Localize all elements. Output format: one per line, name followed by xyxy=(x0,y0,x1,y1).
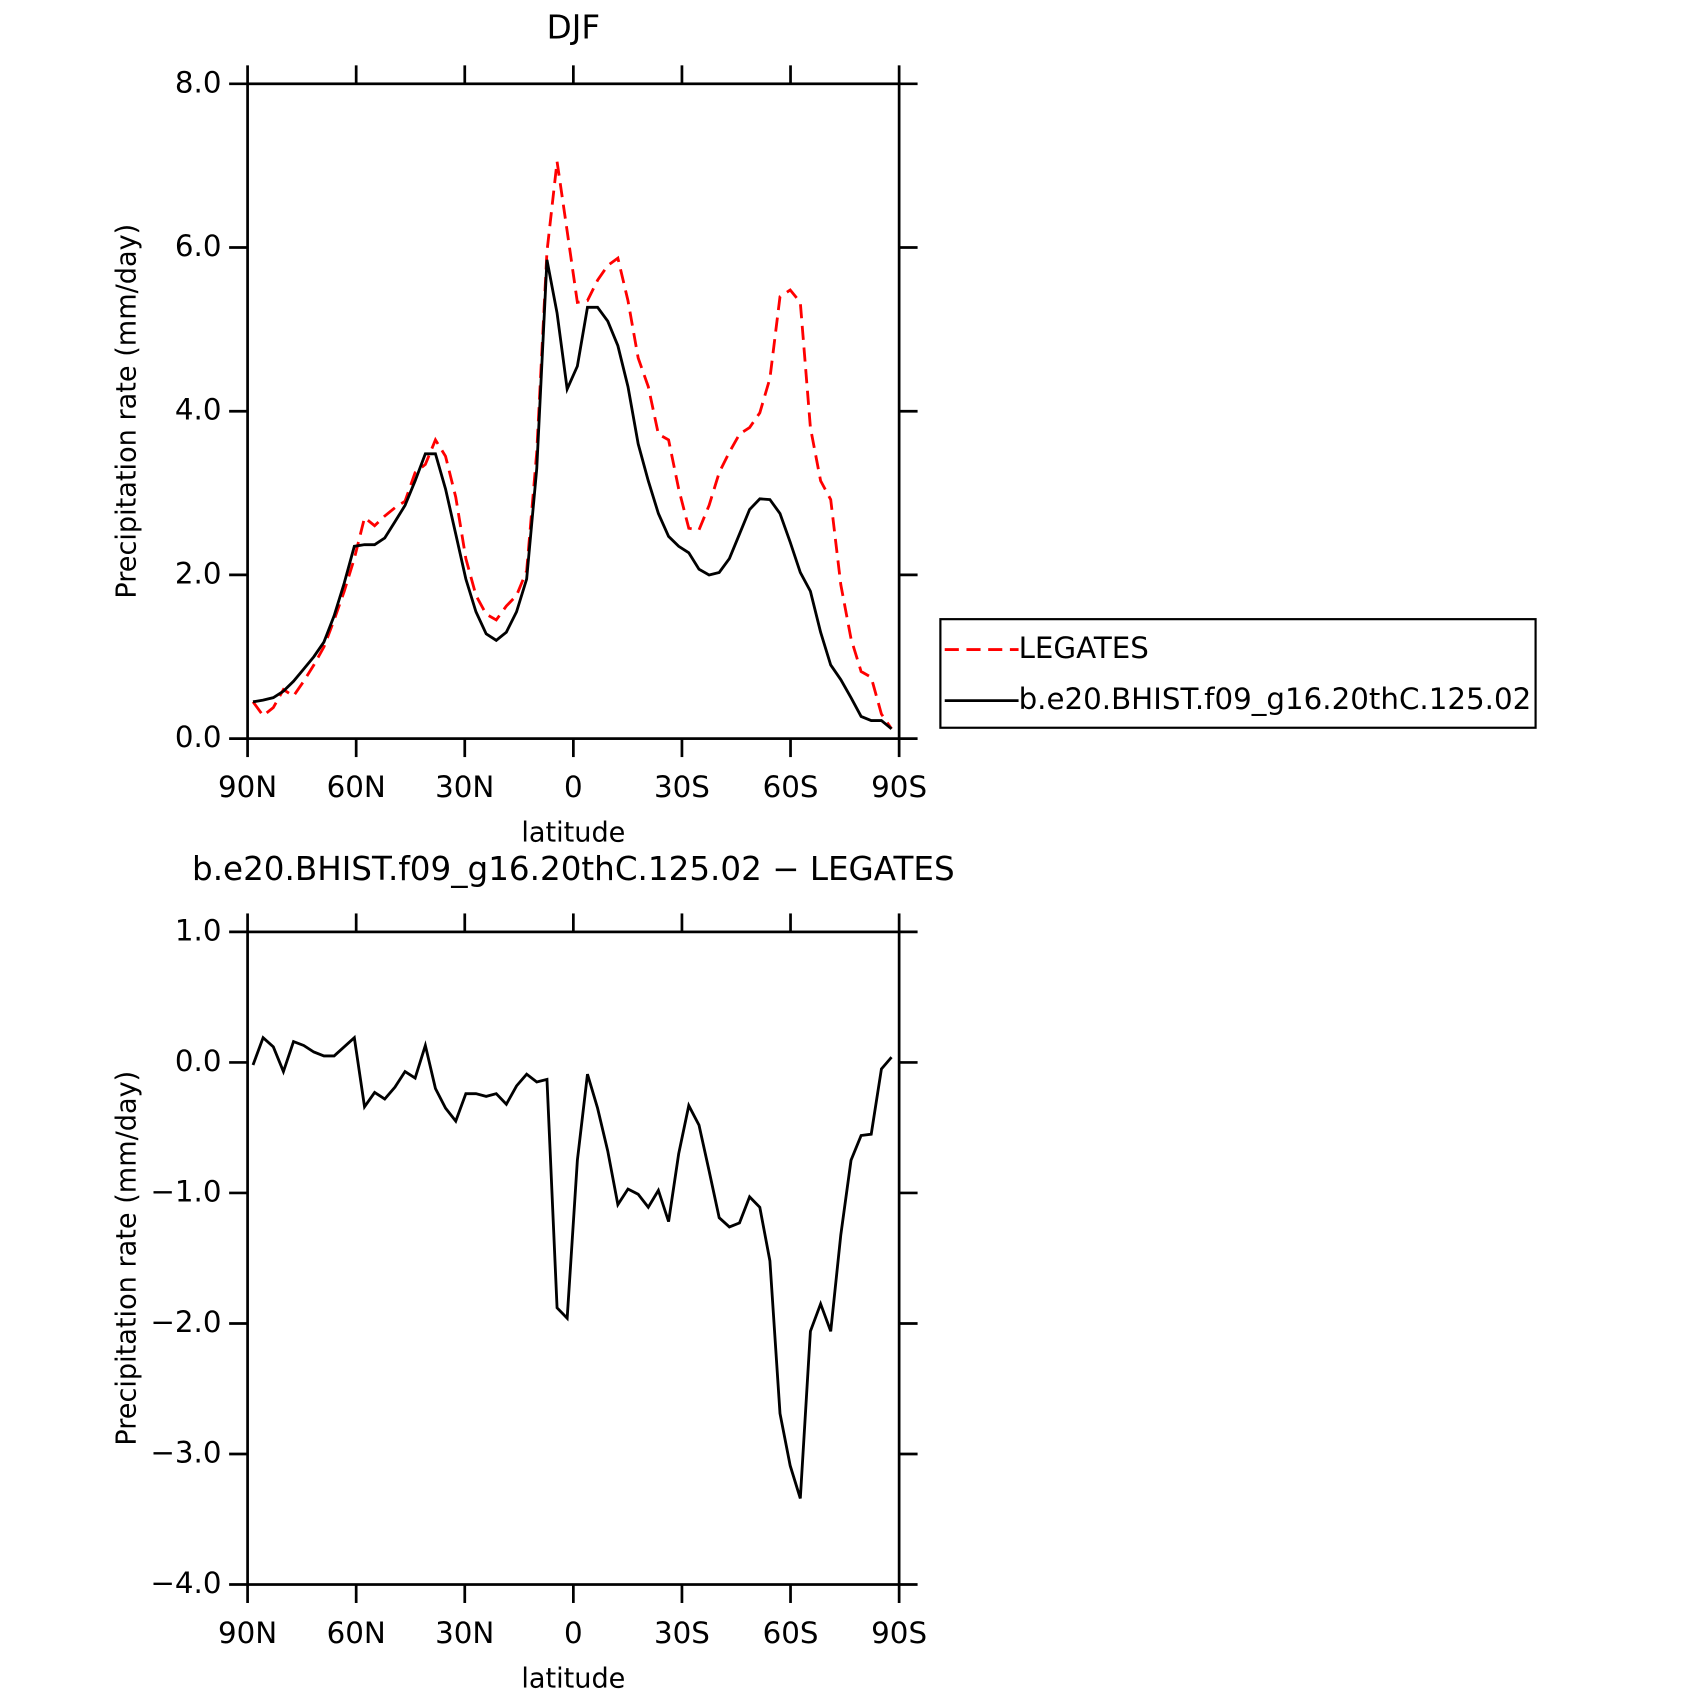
chart-title: b.e20.BHIST.f09_g16.20thC.125.02 − LEGAT… xyxy=(192,850,955,888)
legend-box xyxy=(939,618,1537,729)
legend-label: b.e20.BHIST.f09_g16.20thC.125.02 xyxy=(1019,682,1532,716)
y-tick-label: 0.0 xyxy=(175,1044,222,1078)
y-tick-label: 1.0 xyxy=(175,913,222,947)
x-tick-label: 60S xyxy=(763,770,819,804)
x-tick-label: 90N xyxy=(218,770,277,804)
x-tick-label: 0 xyxy=(564,1616,583,1650)
plot-frame xyxy=(246,82,901,740)
y-tick-label: 0.0 xyxy=(175,720,222,754)
x-axis-label: latitude xyxy=(521,818,625,849)
y-tick-label: −2.0 xyxy=(150,1305,221,1339)
data-line xyxy=(251,1034,893,1499)
x-tick-label: 30N xyxy=(435,770,494,804)
y-axis-label: Precipitation rate (mm/day) xyxy=(112,224,143,599)
x-tick-label: 60N xyxy=(327,1616,386,1650)
x-tick-label: 60S xyxy=(763,1616,819,1650)
data-line xyxy=(251,161,893,730)
x-tick-label: 30N xyxy=(435,1616,494,1650)
x-tick-label: 30S xyxy=(654,770,710,804)
x-tick-label: 90S xyxy=(871,1616,927,1650)
y-tick-label: −4.0 xyxy=(150,1566,221,1600)
y-tick-label: −3.0 xyxy=(150,1435,221,1469)
x-tick-label: 60N xyxy=(327,770,386,804)
y-tick-label: 2.0 xyxy=(175,556,222,590)
x-tick-label: 90S xyxy=(871,770,927,804)
x-tick-label: 90N xyxy=(218,1616,277,1650)
x-axis-label: latitude xyxy=(521,1664,625,1695)
data-line xyxy=(252,259,893,730)
y-tick-label: −1.0 xyxy=(150,1174,221,1208)
x-tick-label: 0 xyxy=(564,770,583,804)
x-tick-label: 30S xyxy=(654,1616,710,1650)
y-tick-label: 6.0 xyxy=(175,229,222,263)
y-axis-label: Precipitation rate (mm/day) xyxy=(112,1071,143,1446)
legend-label: LEGATES xyxy=(1019,631,1149,665)
chart-title: DJF xyxy=(547,9,600,47)
y-tick-label: 8.0 xyxy=(175,65,222,99)
y-tick-label: 4.0 xyxy=(175,393,222,427)
